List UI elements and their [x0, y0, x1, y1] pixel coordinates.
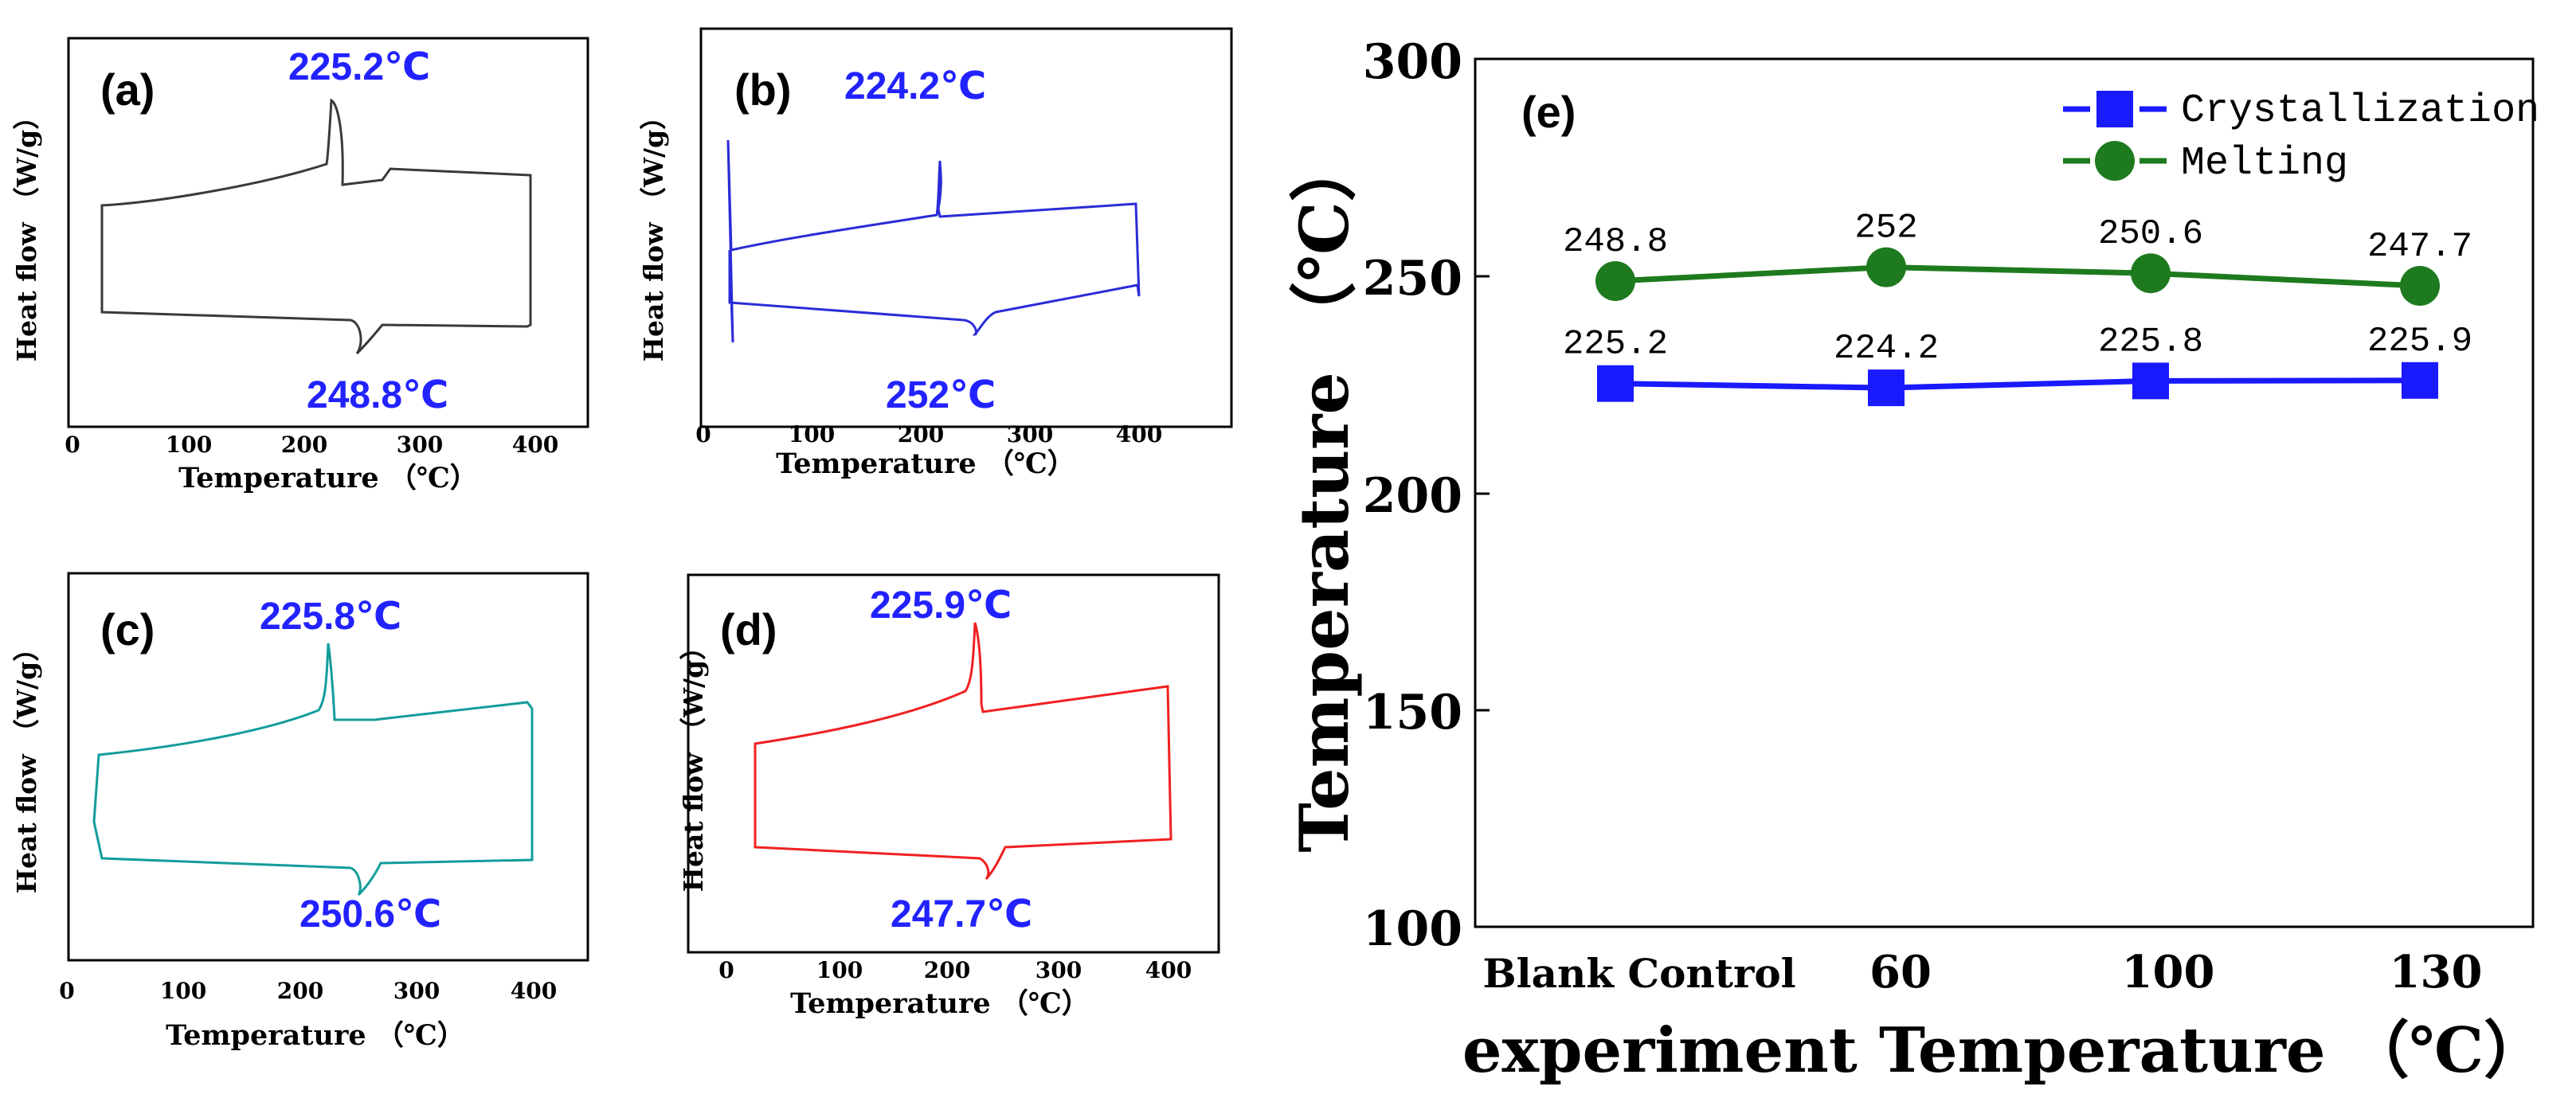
crystallization-data-label-0: 225.2	[1563, 325, 1668, 365]
panel-c-label: (c)	[100, 604, 155, 655]
panel-d-xtick-0: 0	[718, 957, 734, 983]
panel-b-xlabel: Temperature （℃）	[776, 447, 1075, 480]
crystallization-data-label-1: 224.2	[1834, 329, 1939, 369]
legend-melting-circle-icon	[2095, 141, 2135, 181]
panel-c-xtick-0: 0	[59, 978, 74, 1004]
panel-d-xtick-300: 300	[1035, 957, 1082, 983]
panel-d-plot-frame	[687, 573, 1220, 954]
panel-e-xtick-60: 60	[1869, 946, 1932, 998]
panel-b-dsc-curve	[726, 139, 1141, 343]
crystallization-series-line	[1615, 377, 2421, 391]
panel-d: (d) 225.9℃ 247.7℃ Heat flow （W/g） Temper…	[678, 573, 1220, 1020]
panel-d-xtick-400: 400	[1145, 957, 1192, 983]
crystallization-point-2	[2132, 362, 2169, 400]
melting-point-3	[2400, 266, 2440, 306]
panel-c-xtick-100: 100	[160, 978, 206, 1004]
panel-a-xtick-100: 100	[166, 432, 212, 458]
panel-c-xtick-400: 400	[511, 978, 557, 1004]
panel-d-dsc-curve	[754, 622, 1173, 880]
panel-a-dip-label: 248.8℃	[307, 374, 448, 416]
panel-e-ytick-300: 300	[1363, 34, 1462, 90]
panel-a-plot-frame	[67, 37, 589, 428]
melting-point-0	[1595, 261, 1635, 301]
panel-b-ylabel: Heat flow （W/g）	[638, 104, 669, 361]
panel-b-plot-frame	[699, 27, 1233, 428]
panel-b-peak-label: 224.2℃	[844, 65, 986, 107]
melting-data-label-0: 248.8	[1563, 222, 1668, 262]
panel-a-label: (a)	[100, 64, 155, 115]
panel-d-xtick-200: 200	[924, 957, 970, 983]
crystallization-point-3	[2402, 361, 2438, 399]
panel-c-dsc-curve	[92, 643, 534, 897]
melting-point-1	[1866, 247, 1906, 287]
panel-e-plot-frame	[1474, 57, 2535, 928]
panel-e-xtick-130: 130	[2390, 946, 2483, 998]
panel-a-xtick-200: 200	[281, 432, 327, 458]
melting-series-line	[1615, 264, 2421, 289]
panel-c-peak-label: 225.8℃	[260, 596, 401, 638]
melting-data-label-3: 247.7	[2367, 227, 2472, 267]
panel-c: (c) 225.8℃ 250.6℃ Heat flow （W/g） Temper…	[11, 572, 589, 1052]
melting-point-2	[2131, 253, 2171, 294]
panel-e-legend: Crystallization Melting	[2063, 88, 2539, 186]
crystallization-data-label-3: 225.9	[2367, 322, 2472, 361]
panel-d-xtick-100: 100	[816, 957, 863, 983]
legend-crystallization-square-icon	[2096, 91, 2133, 127]
panel-b-label: (b)	[734, 64, 792, 115]
legend-melting-label: Melting	[2181, 141, 2348, 186]
panel-d-xlabel: Temperature （℃）	[790, 987, 1090, 1020]
panel-b-xtick-100: 100	[789, 421, 835, 447]
panel-b-xtick-400: 400	[1116, 421, 1162, 447]
panel-a-dsc-curve	[100, 98, 532, 355]
panel-d-ylabel: Heat flow （W/g）	[678, 634, 709, 892]
panel-b-xtick-300: 300	[1007, 421, 1053, 447]
panel-b: (b) 224.2℃ 252℃ Heat flow （W/g） Temperat…	[638, 27, 1233, 480]
crystallization-data-label-2: 225.8	[2098, 322, 2203, 361]
panel-e-ytick-200: 200	[1363, 468, 1462, 524]
panel-a-xtick-300: 300	[397, 432, 443, 458]
panel-c-ylabel: Heat flow （W/g）	[11, 635, 42, 893]
panel-c-plot-frame	[67, 572, 589, 962]
crystallization-point-1	[1868, 369, 1905, 407]
panel-c-xlabel: Temperature （℃）	[166, 1019, 465, 1052]
melting-data-label-1: 252	[1854, 209, 1917, 248]
melting-data-label-2: 250.6	[2098, 214, 2203, 254]
panel-c-xtick-300: 300	[393, 978, 440, 1004]
panel-d-peak-label: 225.9℃	[870, 584, 1012, 627]
panel-b-xtick-0: 0	[695, 421, 711, 447]
panel-e-ytick-250: 250	[1363, 251, 1462, 307]
panel-e-label: (e)	[1521, 87, 1576, 137]
panel-c-dip-label: 250.6℃	[299, 893, 441, 936]
panel-e-ytick-150: 150	[1363, 685, 1462, 740]
crystallization-point-0	[1597, 365, 1634, 402]
panel-e: (e) 100 150 200 250 300 Blank Control 60…	[1285, 34, 2546, 1087]
panel-e-xtick-100: 100	[2122, 946, 2215, 998]
panel-a-xlabel: Temperature （℃）	[178, 462, 478, 494]
panel-a: (a) 225.2℃ 248.8℃ Heat flow （W/g） Temper…	[11, 37, 589, 494]
panel-e-xlabel: experiment Temperature （℃）	[1462, 1014, 2546, 1087]
panel-a-ylabel: Heat flow （W/g）	[11, 104, 42, 361]
panel-a-xtick-0: 0	[65, 432, 80, 458]
panel-e-ylabel: Temperature （℃）	[1285, 135, 1364, 853]
panel-e-ytick-100: 100	[1363, 901, 1462, 957]
panel-c-xtick-200: 200	[277, 978, 323, 1004]
panel-b-dip-label: 252℃	[886, 374, 996, 416]
panel-d-dip-label: 247.7℃	[891, 893, 1032, 936]
panel-a-xtick-400: 400	[512, 432, 558, 458]
panel-e-xtick-blank-control: Blank Control	[1482, 950, 1795, 997]
panel-a-peak-label: 225.2℃	[288, 46, 430, 88]
panel-e-series: 225.2 224.2 225.8 225.9 248.8 252 250.6 247.7	[1563, 209, 2472, 407]
panel-d-label: (d)	[720, 604, 777, 655]
panel-b-xtick-200: 200	[898, 421, 944, 447]
legend-crystallization-label: Crystallization	[2181, 88, 2539, 134]
